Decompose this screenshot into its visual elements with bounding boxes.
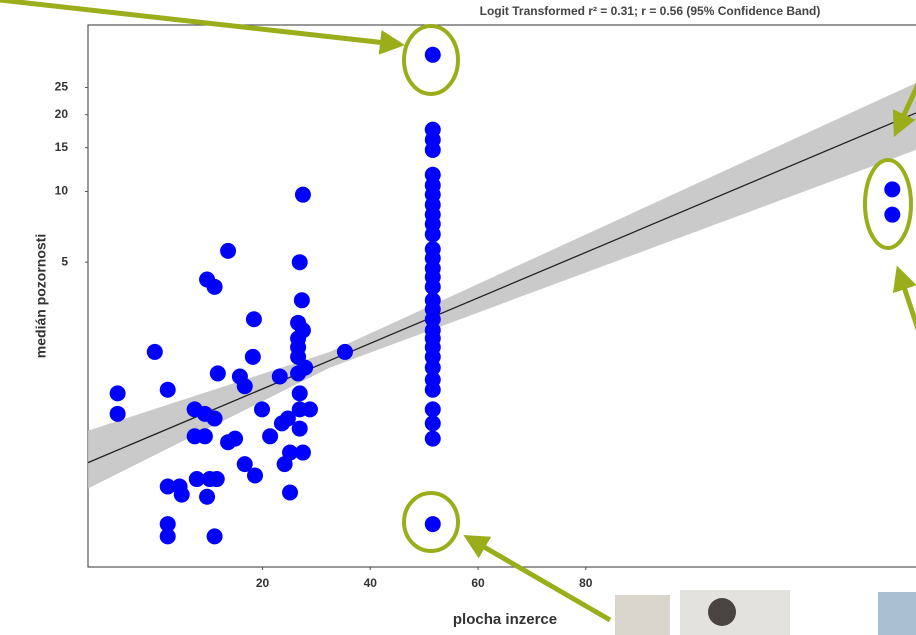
data-point: [220, 243, 236, 259]
data-point: [209, 471, 225, 487]
data-point: [425, 401, 441, 417]
data-point: [272, 368, 288, 384]
data-point: [884, 207, 900, 223]
y-tick-label: 25: [55, 80, 69, 94]
data-point: [245, 349, 261, 365]
x-tick-label: 20: [256, 576, 270, 590]
data-point: [297, 360, 313, 376]
data-point: [160, 528, 176, 544]
data-point: [147, 344, 163, 360]
data-point: [294, 292, 310, 308]
x-tick-label: 80: [579, 576, 593, 590]
thumbnail: [615, 595, 670, 635]
data-point: [232, 368, 248, 384]
data-point: [295, 322, 311, 338]
data-point: [110, 385, 126, 401]
data-point: [262, 428, 278, 444]
data-point: [277, 456, 293, 472]
data-point: [282, 485, 298, 501]
x-tick-label: 60: [471, 576, 485, 590]
y-tick-label: 10: [55, 184, 69, 198]
data-point: [292, 421, 308, 437]
data-point: [425, 47, 441, 63]
data-point: [207, 528, 223, 544]
data-point: [227, 431, 243, 447]
data-point: [110, 406, 126, 422]
arrow: [0, 0, 395, 44]
data-point: [884, 181, 900, 197]
data-point: [254, 401, 270, 417]
arrow: [900, 275, 916, 335]
data-point: [295, 445, 311, 461]
data-point: [425, 226, 441, 242]
data-point: [247, 468, 263, 484]
data-point: [295, 187, 311, 203]
data-point: [425, 142, 441, 158]
data-point: [337, 344, 353, 360]
data-point: [425, 415, 441, 431]
plot: 5 10 15 20 25 20 40 60 80: [55, 25, 916, 590]
data-point: [302, 401, 318, 417]
data-point: [207, 279, 223, 295]
data-point: [207, 410, 223, 426]
slide: 5 10 15 20 25 20 40 60 80 Logit Transformed r² =…: [0, 0, 916, 635]
data-point: [210, 365, 226, 381]
data-point: [425, 382, 441, 398]
data-point: [174, 487, 190, 503]
thumbnails: [615, 590, 916, 635]
data-point: [160, 382, 176, 398]
y-axis-label: medián pozornosti: [33, 234, 49, 358]
y-tick-label: 15: [55, 140, 69, 154]
thumbnail: [878, 592, 916, 635]
x-axis-label: plocha inzerce: [453, 611, 557, 628]
x-tick-label: 40: [364, 576, 378, 590]
data-point: [292, 385, 308, 401]
y-tick-label: 5: [61, 254, 68, 268]
data-point: [292, 254, 308, 270]
chart-title: Logit Transformed r² = 0.31; r = 0.56 (9…: [480, 4, 821, 18]
thumbnail-figure: [708, 598, 736, 626]
y-tick-label: 20: [55, 107, 69, 121]
data-point: [425, 516, 441, 532]
data-point: [425, 431, 441, 447]
data-point: [199, 489, 215, 505]
data-point: [246, 311, 262, 327]
data-point: [197, 428, 213, 444]
highlight-ring: [865, 160, 911, 248]
